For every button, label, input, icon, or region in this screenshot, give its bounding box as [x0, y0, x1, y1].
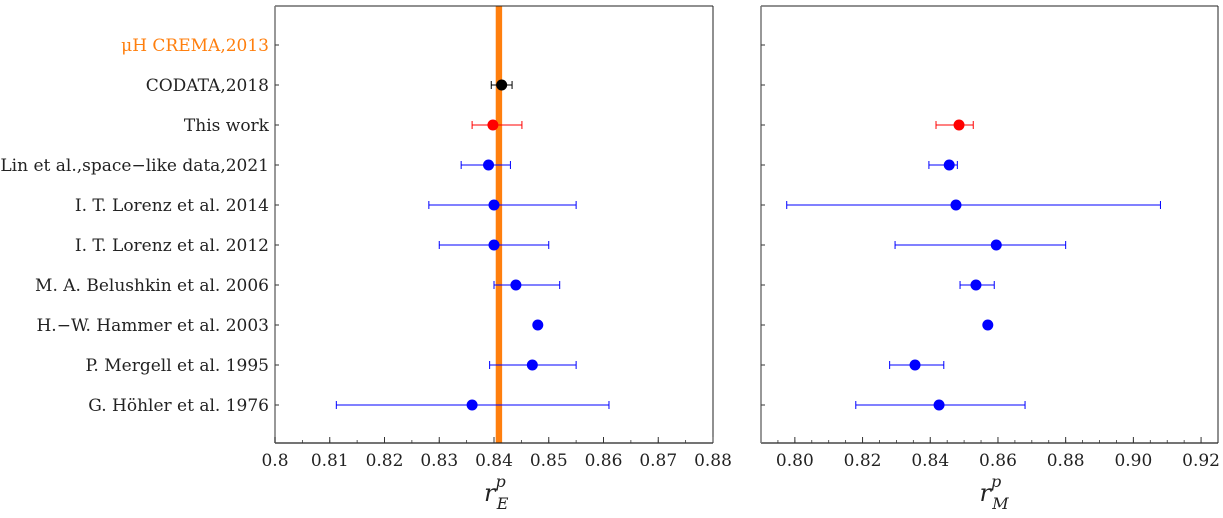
data-point — [490, 79, 513, 91]
data-point — [489, 359, 577, 371]
y-tick-label: H.−W. Hammer et al. 2003 — [36, 316, 269, 336]
x-tick-label: 0.85 — [530, 451, 568, 471]
x-axis-label: rp E — [484, 472, 509, 513]
data-point — [493, 279, 561, 291]
x-tick-label: 0.90 — [1114, 451, 1152, 471]
data-point — [928, 159, 958, 171]
marker — [953, 119, 965, 131]
y-tick-label: P. Mergell et al. 1995 — [85, 356, 269, 376]
marker — [526, 359, 538, 371]
marker — [488, 239, 500, 251]
plot-area — [275, 6, 713, 443]
y-tick-label: G. Höhler et al. 1976 — [88, 396, 269, 416]
marker — [950, 199, 962, 211]
y-tick-label: M. A. Belushkin et al. 2006 — [35, 276, 269, 296]
data-point — [894, 239, 1067, 251]
marker — [487, 119, 499, 131]
y-tick-label: I. T. Lorenz et al. 2012 — [75, 236, 269, 256]
data-point — [935, 119, 974, 131]
x-tick-label: 0.87 — [639, 451, 677, 471]
y-tick-label: CODATA,2018 — [146, 76, 269, 96]
data-point — [786, 199, 1161, 211]
x-axis-label-sup: p — [991, 472, 1001, 491]
x-axis-label-main: r — [484, 479, 497, 507]
data-point — [438, 239, 550, 251]
data-point — [335, 399, 610, 411]
plot-area — [761, 6, 1218, 443]
data-point — [428, 199, 577, 211]
marker — [510, 279, 522, 291]
marker — [483, 159, 495, 171]
x-tick-label: 0.8 — [261, 451, 288, 471]
marker — [943, 159, 955, 171]
panel-electric-radius: μH CREMA,2013 CODATA,2018 This work Lin et … — [0, 5, 732, 513]
x-tick-label: 0.82 — [366, 451, 404, 471]
data-point — [460, 159, 511, 171]
x-tick-label: 0.86 — [585, 451, 623, 471]
x-tick-label: 0.80 — [776, 451, 814, 471]
x-tick-label: 0.84 — [911, 451, 949, 471]
y-tick-label: I. T. Lorenz et al. 2014 — [75, 196, 269, 216]
x-axis-label: rp M — [980, 472, 1010, 513]
x-tick-label: 0.81 — [311, 451, 349, 471]
data-point — [982, 319, 994, 331]
marker — [532, 319, 544, 331]
data-point — [959, 279, 995, 291]
x-axis-label-sub: E — [496, 494, 509, 513]
x-tick-label: 0.88 — [694, 451, 732, 471]
marker — [488, 199, 500, 211]
x-tick-label: 0.88 — [1047, 451, 1085, 471]
crema-band — [495, 6, 503, 443]
data-point — [889, 359, 945, 371]
marker — [466, 399, 478, 411]
marker — [933, 399, 945, 411]
x-tick-label: 0.84 — [475, 451, 513, 471]
panel-magnetic-radius: 0.80 0.82 0.84 0.86 0.88 0.90 0.92 rp M — [760, 5, 1220, 513]
x-axis-label-main: r — [980, 479, 993, 507]
x-tick-label: 0.86 — [979, 451, 1017, 471]
data-point — [855, 399, 1026, 411]
x-axis-label-sub: M — [991, 494, 1009, 513]
x-axis-label-sup: p — [495, 472, 505, 491]
marker — [909, 359, 921, 371]
y-tick-label: μH CREMA,2013 — [121, 36, 269, 56]
x-tick-label: 0.83 — [420, 451, 458, 471]
y-tick-label: This work — [184, 116, 270, 136]
x-tick-label: 0.92 — [1182, 451, 1220, 471]
marker — [970, 279, 982, 291]
marker — [982, 319, 994, 331]
data-point — [471, 119, 523, 131]
x-tick-label: 0.82 — [844, 451, 882, 471]
marker — [990, 239, 1002, 251]
y-tick-label: Lin et al.,space−like data,2021 — [0, 156, 269, 176]
marker — [496, 79, 508, 91]
data-point — [532, 319, 544, 331]
